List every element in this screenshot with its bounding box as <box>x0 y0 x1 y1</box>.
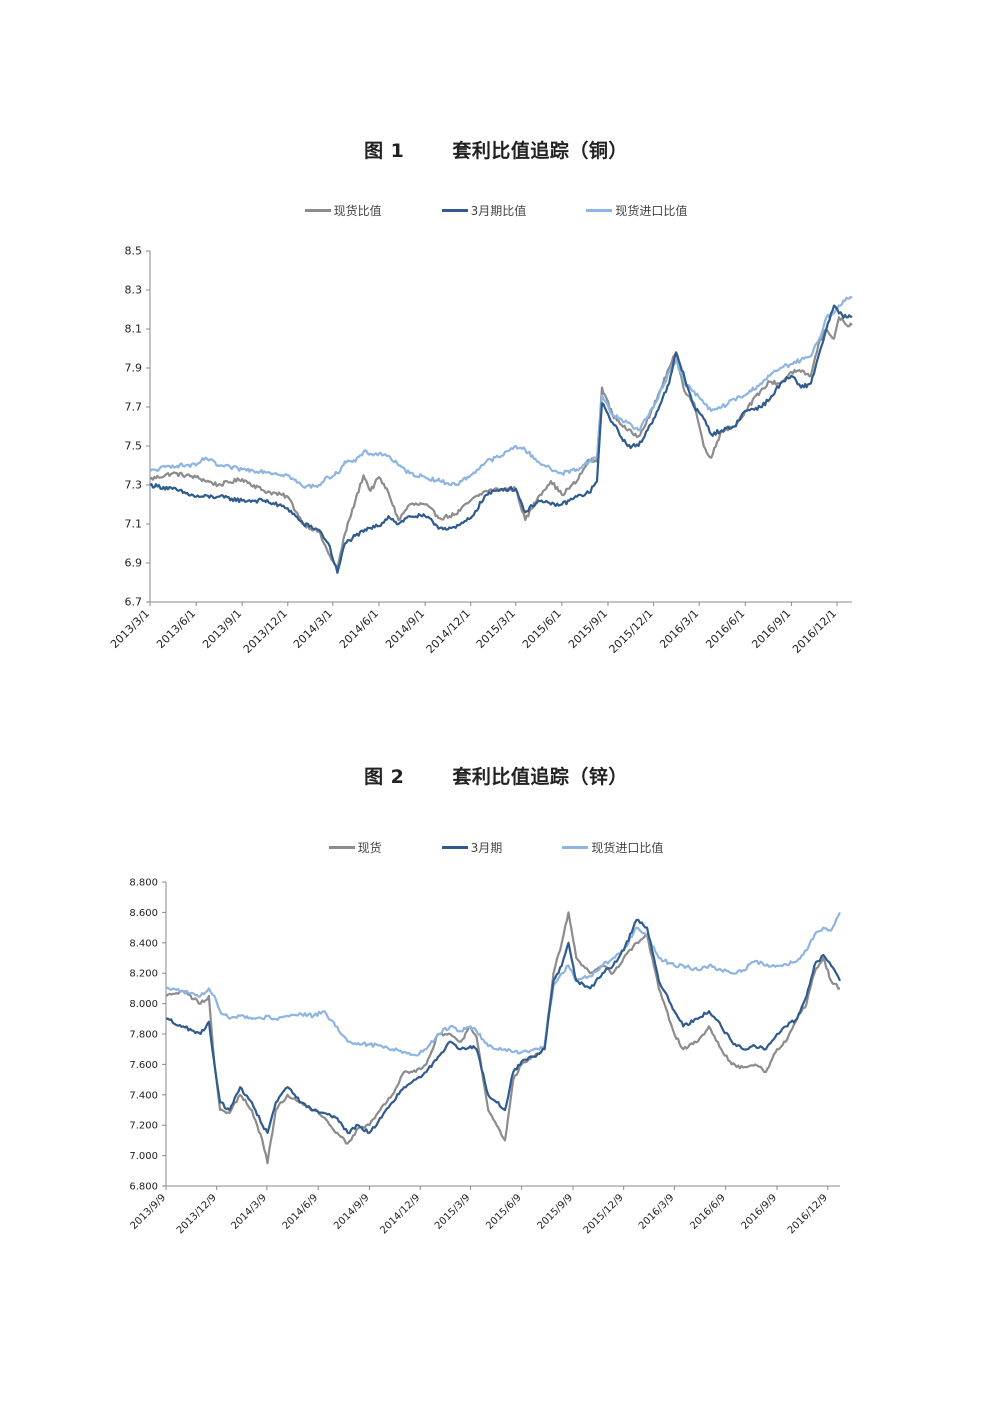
series-line-2 <box>149 295 853 489</box>
legend-swatch <box>304 209 331 212</box>
x-tick-label: 2014/9/1 <box>383 607 427 651</box>
x-tick-label: 2016/6/9 <box>688 1192 728 1232</box>
x-tick-label: 2015/9/9 <box>536 1192 576 1232</box>
legend-label: 现货进口比值 <box>615 204 688 218</box>
y-tick-label: 7.000 <box>129 1151 158 1162</box>
x-tick-label: 2013/12/9 <box>175 1192 219 1236</box>
y-tick-label: 6.800 <box>129 1182 158 1193</box>
x-tick-label: 2015/6/1 <box>520 607 564 651</box>
y-tick-label: 7.9 <box>125 362 143 375</box>
x-tick-label: 2015/3/1 <box>474 607 518 651</box>
legend-label: 现货进口比值 <box>591 841 664 855</box>
y-tick-label: 8.5 <box>125 245 143 258</box>
legend-swatch <box>441 846 468 849</box>
figure-title-text: 套利比值追踪（铜） <box>452 140 628 162</box>
legend-item-spot-ratio: 现货比值 <box>304 202 382 219</box>
x-tick-label: 2013/12/1 <box>241 607 290 656</box>
y-tick-label: 8.000 <box>129 999 158 1010</box>
x-tick-label: 2014/6/1 <box>337 607 381 651</box>
legend-label: 现货 <box>357 841 382 855</box>
legend-item-3m: 3月期 <box>441 839 503 856</box>
legend-label: 现货比值 <box>333 204 382 218</box>
legend-item-spot: 现货 <box>328 839 382 856</box>
series-line-1 <box>165 918 842 1135</box>
y-tick-label: 7.800 <box>129 1030 158 1041</box>
y-tick-label: 8.400 <box>129 938 158 949</box>
y-tick-label: 7.200 <box>129 1121 158 1132</box>
x-tick-label: 2016/12/1 <box>790 607 839 656</box>
x-tick-label: 2015/12/1 <box>607 607 656 656</box>
x-tick-label: 2013/9/9 <box>129 1192 169 1232</box>
y-tick-label: 8.200 <box>129 969 158 980</box>
figure-copper: 图 1 套利比值追踪（铜） 现货比值 3月期比值 现货进口比值 6.7 6.9 7.1… <box>0 0 992 700</box>
x-tick-label: 2014/3/1 <box>291 607 335 651</box>
x-tick-label: 2014/12/1 <box>424 607 473 656</box>
x-tick-label: 2015/12/9 <box>582 1192 626 1236</box>
x-tick-label: 2016/3/9 <box>637 1192 677 1232</box>
x-tick-label: 2014/6/9 <box>281 1192 321 1232</box>
x-tick-label: 2016/6/1 <box>703 607 747 651</box>
legend-swatch <box>586 209 613 212</box>
x-tick-label: 2015/3/9 <box>433 1192 473 1232</box>
chart-legend: 现货比值 3月期比值 现货进口比值 <box>0 202 992 219</box>
x-tick-label: 2015/6/9 <box>484 1192 524 1232</box>
legend-item-import-ratio: 现货进口比值 <box>586 202 687 219</box>
legend-item-3m-ratio: 3月期比值 <box>441 202 527 219</box>
chart-legend: 现货 3月期 现货进口比值 <box>0 839 992 856</box>
x-tick-label: 2013/6/1 <box>154 607 198 651</box>
x-tick-label: 2014/3/9 <box>229 1192 269 1232</box>
x-tick-label: 2013/3/1 <box>108 607 152 651</box>
legend-swatch <box>328 846 355 849</box>
figure-title: 图 2 套利比值追踪（锌） <box>0 762 992 789</box>
figure-number: 图 1 <box>364 140 405 162</box>
y-tick-label: 6.7 <box>125 596 143 609</box>
x-tick-label: 2014/9/9 <box>332 1192 372 1232</box>
series-line-2 <box>165 911 841 1057</box>
x-tick-label: 2016/9/9 <box>740 1192 780 1232</box>
y-tick-label: 7.3 <box>125 479 143 492</box>
series-line-0 <box>149 316 853 570</box>
y-tick-label: 8.600 <box>129 908 158 919</box>
y-tick-label: 8.3 <box>125 284 143 297</box>
y-tick-label: 6.9 <box>125 557 143 570</box>
legend-label: 3月期 <box>470 841 503 855</box>
y-tick-label: 7.1 <box>125 518 143 531</box>
x-tick-label: 2016/9/1 <box>749 607 793 651</box>
x-tick-label: 2014/12/9 <box>378 1192 422 1236</box>
legend-swatch <box>441 209 468 212</box>
legend-item-import-ratio: 现货进口比值 <box>562 839 663 856</box>
x-tick-label: 2016/3/1 <box>657 607 701 651</box>
figure-number: 图 2 <box>364 766 405 788</box>
x-tick-label: 2013/9/1 <box>200 607 244 651</box>
y-tick-label: 7.400 <box>129 1090 158 1101</box>
zinc-ratio-chart: 6.800 7.000 7.200 7.400 7.600 7.800 8.000 8.200… <box>129 878 842 1236</box>
y-tick-label: 7.600 <box>129 1060 158 1071</box>
y-tick-label: 8.800 <box>129 878 158 889</box>
legend-swatch <box>562 846 589 849</box>
figure-title-text: 套利比值追踪（锌） <box>452 766 628 788</box>
x-tick-label: 2016/12/9 <box>786 1192 830 1236</box>
figure-title: 图 1 套利比值追踪（铜） <box>0 136 992 163</box>
y-tick-label: 7.5 <box>125 440 143 453</box>
series-line-0 <box>165 911 841 1165</box>
y-tick-label: 8.1 <box>125 323 143 336</box>
figure-zinc: 图 2 套利比值追踪（锌） 现货 3月期 现货进口比值 6.800 7.000 7.2… <box>0 700 992 1260</box>
x-tick-label: 2015/9/1 <box>566 607 610 651</box>
series-line-1 <box>149 304 853 574</box>
legend-label: 3月期比值 <box>470 204 527 218</box>
y-tick-label: 7.7 <box>125 401 143 414</box>
